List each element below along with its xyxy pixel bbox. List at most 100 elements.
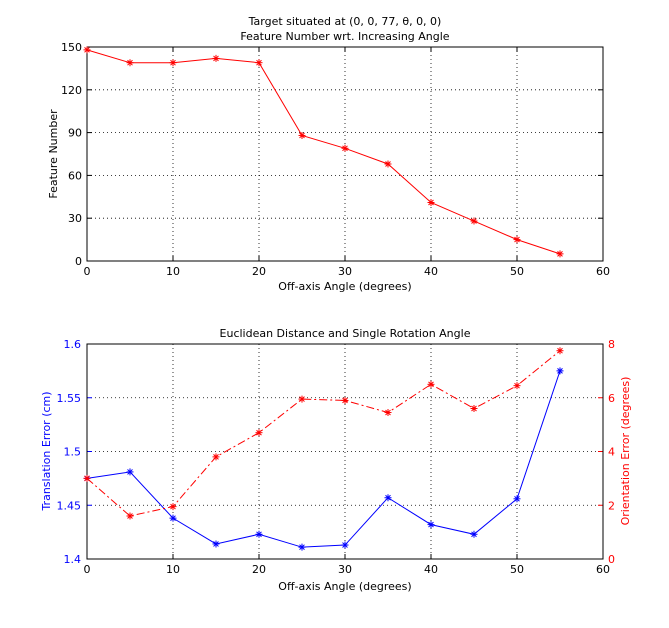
x-axis-label: Off-axis Angle (degrees) <box>278 580 411 593</box>
marker-stroke <box>213 454 219 460</box>
series <box>83 347 564 551</box>
data-point <box>212 54 220 62</box>
y-tick-label: 30 <box>68 212 82 225</box>
data-point <box>470 530 478 538</box>
series <box>83 46 564 258</box>
series-line <box>86 370 561 548</box>
tick-labels: 0 10 20 30 40 50 60 0 30 60 90 120 150 <box>61 41 610 278</box>
grid <box>86 46 604 262</box>
marker-stroke <box>557 347 563 354</box>
plot-frame <box>86 343 604 560</box>
x-tick-label: 60 <box>596 265 610 278</box>
grid <box>86 343 604 560</box>
y-tick-label-right: 8 <box>608 338 615 351</box>
y-tick-label-left: 1.4 <box>64 553 82 566</box>
chart-title: Euclidean Distance and Single Rotation A… <box>220 327 471 340</box>
marker-stroke <box>127 469 133 475</box>
y-axis-label-left: Translation Error (cm) <box>40 391 53 511</box>
data-point <box>126 512 134 520</box>
marker-stroke <box>299 396 305 402</box>
marker-stroke <box>127 513 133 519</box>
data-point <box>513 236 521 244</box>
data-point <box>126 59 134 67</box>
marker-stroke <box>256 59 262 66</box>
tick-labels: 0 10 20 30 40 50 60 1.4 1.45 1.5 1.55 1.6 0 2 4 6 8 <box>57 338 616 576</box>
data-point <box>384 494 392 502</box>
y-axis-label: Feature Number <box>47 109 60 199</box>
y-tick-label-right: 0 <box>608 553 615 566</box>
data-point <box>83 46 91 54</box>
data-point <box>255 59 263 67</box>
data-point <box>169 503 177 511</box>
data-point <box>470 217 478 225</box>
y-tick-label: 150 <box>61 41 82 54</box>
y-tick-label-right: 2 <box>608 499 615 512</box>
data-point <box>470 405 478 412</box>
y-tick-label-left: 1.55 <box>57 392 82 405</box>
data-point <box>427 199 435 207</box>
marker-stroke <box>213 55 219 62</box>
error-chart: Euclidean Distance and Single Rotation A… <box>40 327 632 593</box>
marker-stroke <box>170 59 176 66</box>
y-tick-label: 0 <box>75 255 82 268</box>
x-tick-label: 10 <box>166 563 180 576</box>
x-tick-label: 60 <box>596 563 610 576</box>
marker-stroke <box>84 47 90 53</box>
data-point <box>384 160 392 168</box>
y-tick-label-left: 1.5 <box>64 446 82 459</box>
marker-stroke <box>256 531 262 538</box>
x-tick-label: 40 <box>424 563 438 576</box>
data-point <box>513 382 521 390</box>
y-tick-label: 60 <box>68 169 82 182</box>
chart-title-line2: Feature Number wrt. Increasing Angle <box>240 30 449 43</box>
x-tick-label: 0 <box>84 265 91 278</box>
data-point <box>212 540 220 548</box>
x-tick-label: 0 <box>84 563 91 576</box>
marker-stroke <box>342 542 348 548</box>
marker-stroke <box>514 495 520 502</box>
x-axis-label: Off-axis Angle (degrees) <box>278 280 411 293</box>
marker-stroke <box>514 382 520 389</box>
marker-stroke <box>385 494 391 501</box>
marker-stroke <box>514 236 520 243</box>
data-point <box>556 250 564 258</box>
data-point <box>341 396 349 404</box>
marker-stroke <box>170 515 176 521</box>
marker-stroke <box>342 397 348 404</box>
data-point <box>255 530 263 538</box>
marker-stroke <box>471 405 477 412</box>
marker-stroke <box>127 59 133 66</box>
data-point <box>169 59 177 67</box>
y-tick-label-left: 1.6 <box>64 338 82 351</box>
chart-title-line1: Target situated at (0, 0, 77, θ, 0, 0) <box>248 15 442 28</box>
marker-stroke <box>299 132 305 139</box>
x-tick-label: 50 <box>510 265 524 278</box>
data-point <box>298 395 306 403</box>
marker-stroke <box>471 531 477 538</box>
x-tick-label: 30 <box>338 563 352 576</box>
x-tick-label: 20 <box>252 563 266 576</box>
data-point <box>427 380 435 388</box>
marker-stroke <box>471 218 477 224</box>
data-point <box>513 495 521 503</box>
feature-number-chart: Target situated at (0, 0, 77, θ, 0, 0) F… <box>47 15 610 293</box>
marker-stroke <box>342 145 348 152</box>
data-point <box>427 521 435 529</box>
data-point <box>255 429 263 437</box>
series-line <box>86 350 561 517</box>
marker-stroke <box>385 161 391 167</box>
marker-stroke <box>256 429 262 436</box>
series-line <box>86 49 561 255</box>
x-tick-label: 40 <box>424 265 438 278</box>
y-tick-label-left: 1.45 <box>57 499 82 512</box>
marker-stroke <box>428 521 434 528</box>
data-point <box>384 409 392 417</box>
y-tick-label: 90 <box>68 127 82 140</box>
marker-stroke <box>213 541 219 547</box>
data-point <box>169 514 177 522</box>
data-point <box>341 541 349 549</box>
y-tick-label: 120 <box>61 84 82 97</box>
marker-stroke <box>170 503 176 510</box>
data-point <box>83 474 91 482</box>
